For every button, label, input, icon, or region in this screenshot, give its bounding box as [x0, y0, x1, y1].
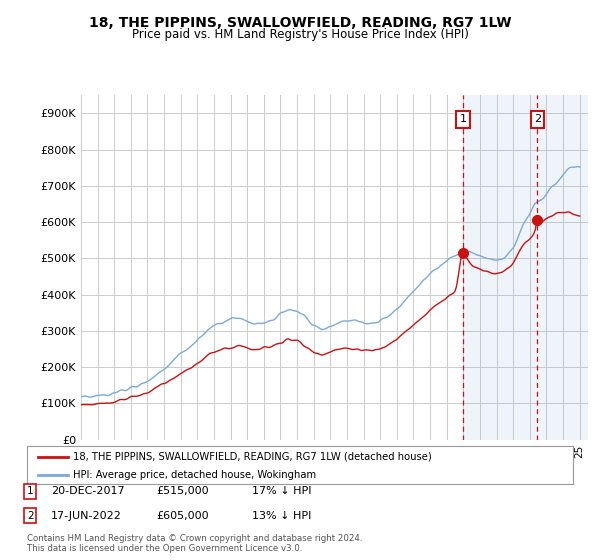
Text: £605,000: £605,000 [156, 511, 209, 521]
Text: HPI: Average price, detached house, Wokingham: HPI: Average price, detached house, Woki… [73, 470, 317, 480]
Text: Contains HM Land Registry data © Crown copyright and database right 2024.
This d: Contains HM Land Registry data © Crown c… [27, 534, 362, 553]
Bar [463, 95, 538, 440]
Text: Price paid vs. HM Land Registry's House Price Index (HPI): Price paid vs. HM Land Registry's House … [131, 28, 469, 41]
Text: 20-DEC-2017: 20-DEC-2017 [51, 486, 125, 496]
Text: 18, THE PIPPINS, SWALLOWFIELD, READING, RG7 1LW (detached house): 18, THE PIPPINS, SWALLOWFIELD, READING, … [73, 451, 432, 461]
Text: 17-JUN-2022: 17-JUN-2022 [51, 511, 122, 521]
Text: 18, THE PIPPINS, SWALLOWFIELD, READING, RG7 1LW: 18, THE PIPPINS, SWALLOWFIELD, READING, … [89, 16, 511, 30]
Text: 13% ↓ HPI: 13% ↓ HPI [252, 511, 311, 521]
Text: 2: 2 [27, 511, 34, 521]
Text: 17% ↓ HPI: 17% ↓ HPI [252, 486, 311, 496]
Text: 1: 1 [27, 486, 34, 496]
Bar [580, 95, 588, 440]
Text: £515,000: £515,000 [156, 486, 209, 496]
Text: 2: 2 [534, 114, 541, 124]
Text: 1: 1 [460, 114, 466, 124]
Bar [538, 95, 588, 440]
